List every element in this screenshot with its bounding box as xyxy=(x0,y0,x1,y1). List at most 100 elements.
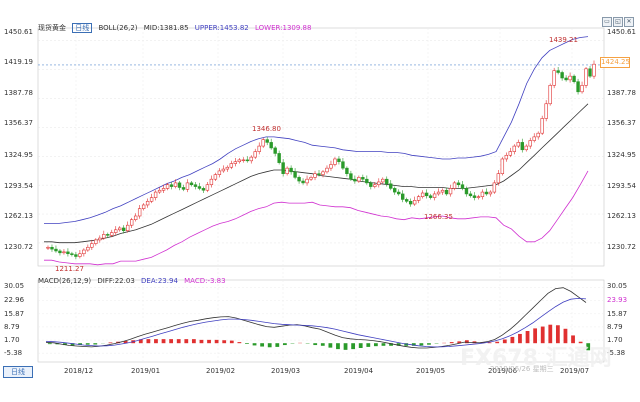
boll-header: 现货黄金 日线 BOLL(26,2) MID:1381.85 UPPER:145… xyxy=(38,23,315,33)
candle-body xyxy=(102,234,106,239)
candle-body xyxy=(540,118,544,134)
macd-diff-line xyxy=(45,287,587,349)
candle-body xyxy=(377,181,381,186)
candle-body xyxy=(126,224,130,232)
candle-body xyxy=(253,151,257,158)
time-tick: 2019/06 xyxy=(488,367,518,375)
candle-body xyxy=(397,191,401,195)
candle-body xyxy=(329,164,333,169)
candle-body xyxy=(373,184,377,187)
restore-icon[interactable]: ◱ xyxy=(613,17,623,27)
candle-body xyxy=(412,200,417,205)
candle-body xyxy=(201,188,206,191)
candle-body xyxy=(213,174,218,180)
macd-value: MACD:-3.83 xyxy=(184,277,226,285)
price-tick: 1230.72 xyxy=(4,243,33,251)
candle-body xyxy=(165,184,170,189)
candle-body xyxy=(305,178,309,184)
candle-body xyxy=(544,103,548,119)
candle-body xyxy=(452,182,457,189)
candle-body xyxy=(118,227,122,231)
macd-tick: 8.79 xyxy=(4,323,20,331)
close-icon[interactable]: ✕ xyxy=(624,17,634,27)
candle-body xyxy=(444,189,449,195)
candle-body xyxy=(209,178,214,186)
candle-body xyxy=(357,177,361,182)
candle-body xyxy=(141,204,146,209)
candle-body xyxy=(389,183,393,189)
time-tick: 2019/05 xyxy=(416,367,446,375)
candle-body xyxy=(584,68,588,86)
candle-body xyxy=(580,85,584,93)
candle-body xyxy=(516,142,520,147)
candle-body xyxy=(114,229,118,233)
candle-body xyxy=(281,162,285,174)
candle-body xyxy=(309,177,313,180)
candle-body xyxy=(249,156,253,162)
candle-body xyxy=(153,191,158,198)
candle-body xyxy=(149,197,154,202)
price-pane-border xyxy=(37,27,605,267)
boll-lower: LOWER:1309.88 xyxy=(254,24,312,32)
candle-body xyxy=(484,191,489,195)
candle-body xyxy=(520,142,524,151)
candle-body xyxy=(568,75,572,81)
candle-body xyxy=(532,136,536,141)
candle-body xyxy=(70,253,74,255)
candle-body xyxy=(393,188,397,193)
macd-current-label: 23.93 xyxy=(607,296,628,304)
candle-body xyxy=(62,251,66,254)
watermark-date: 2019/06/26 星期三 xyxy=(490,365,554,373)
candle-body xyxy=(592,63,596,77)
price-tick: 1419.19 xyxy=(4,58,33,66)
candle-body xyxy=(145,200,150,206)
candle-body xyxy=(325,167,329,173)
candle-body xyxy=(197,186,202,189)
candle-body xyxy=(129,219,134,226)
candle-body xyxy=(78,253,82,257)
candle-body xyxy=(241,159,245,161)
candle-body xyxy=(504,154,509,160)
macd-tick: -5.38 xyxy=(607,349,626,357)
candle-body xyxy=(528,140,532,147)
candle-body xyxy=(90,243,94,248)
minimize-icon[interactable]: ▭ xyxy=(602,17,612,27)
time-tick: 2018/12 xyxy=(64,367,94,375)
macd-tick: 30.05 xyxy=(607,282,628,290)
candle-body xyxy=(205,184,210,191)
candle-body xyxy=(173,182,178,187)
boll-lower-line xyxy=(44,170,589,266)
candle-body xyxy=(428,195,433,198)
boll-mid: MID:1381.85 xyxy=(143,24,189,32)
candle-body xyxy=(177,182,182,188)
macd-tick: -5.38 xyxy=(4,349,23,357)
macd-panel xyxy=(45,287,591,351)
macd-tick: 1.70 xyxy=(4,336,20,344)
candle-body xyxy=(137,208,142,217)
candle-body xyxy=(420,192,425,197)
candle-body xyxy=(122,227,126,232)
candle-body xyxy=(385,178,389,185)
candle-body xyxy=(404,199,409,202)
macd-pane-border xyxy=(37,279,605,363)
candle-body xyxy=(432,193,437,198)
price-tick: 1262.13 xyxy=(607,212,636,220)
candle-body xyxy=(285,167,289,174)
candle-body xyxy=(492,182,497,193)
candle-body xyxy=(345,167,349,174)
candle-body xyxy=(472,195,477,198)
candle-body xyxy=(564,77,568,81)
price-tick: 1450.61 xyxy=(4,28,33,36)
candle-body xyxy=(349,173,353,180)
price-tick: 1356.37 xyxy=(4,119,33,127)
candle-body xyxy=(225,166,230,170)
candle-body xyxy=(229,163,234,168)
watermark-logo: FX678 汇通网 xyxy=(460,346,612,371)
price-tick: 1387.78 xyxy=(607,89,636,97)
period-tab-daily[interactable]: 日线 xyxy=(3,366,33,378)
candle-body xyxy=(552,70,556,86)
candle-body xyxy=(321,171,325,175)
candle-body xyxy=(293,171,297,178)
candle-body xyxy=(193,184,198,187)
candle-body xyxy=(313,173,317,178)
